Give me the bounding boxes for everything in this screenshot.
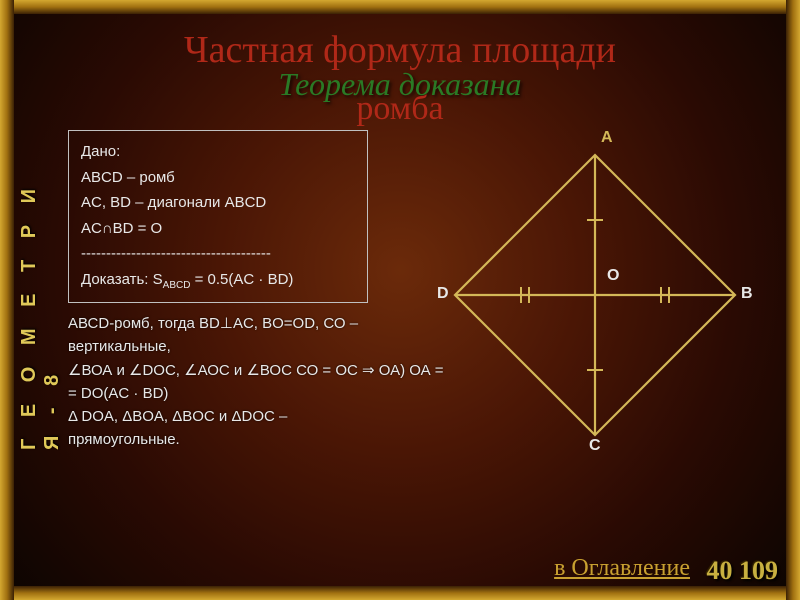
proof-line: ∠ВОА и ∠DОС, ∠АОС и ∠ВОС СО = ОС ⇒ ОА) О… (68, 359, 458, 382)
vertex-label-o: O (607, 267, 619, 285)
slide-subtitle-2: ромба (0, 90, 800, 128)
proof-text: АВСD-ромб, тогда BD⊥AC, BO=OD, СО – верт… (68, 312, 458, 452)
given-line: AC, BD – диагонали ABCD (81, 190, 355, 216)
vertex-label-d: D (437, 285, 449, 303)
proof-text: АВС (68, 315, 98, 332)
rhombus-diagram: A B C D O (435, 135, 755, 455)
given-text: = 0.5(AC · BD) (190, 271, 293, 288)
proof-line: прямоугольные. (68, 428, 458, 451)
given-line: -------------------------------------- (81, 241, 355, 267)
given-line: Дано: (81, 139, 355, 165)
page-number: 40 109 (707, 556, 779, 586)
given-subscript: ABCD (163, 280, 191, 291)
vertex-label-b: B (741, 285, 753, 303)
proof-text: D-ромб, тогда BD⊥AC, BO=OD, СО – вертика… (68, 315, 358, 355)
given-line: Доказать: SABCD = 0.5(AC · BD) (81, 267, 355, 294)
given-text: Доказать: S (81, 271, 163, 288)
proof-line: АВСD-ромб, тогда BD⊥AC, BO=OD, СО – верт… (68, 312, 458, 359)
given-line: ABCD – ромб (81, 165, 355, 191)
given-box: Дано: ABCD – ромб AC, BD – диагонали ABC… (68, 130, 368, 303)
sidebar-vertical-title: Г Е О М Е Т Р И Я - 8 (18, 150, 64, 450)
given-line: AC∩BD = O (81, 216, 355, 242)
proof-line: = DO(AC · BD) (68, 382, 458, 405)
proof-line: Δ DOA, ΔBOA, ΔBOC и ΔDOC – (68, 405, 458, 428)
vertex-label-a: A (601, 129, 613, 147)
rhombus-svg (435, 135, 755, 455)
frame-bottom (0, 586, 800, 600)
frame-top (0, 0, 800, 14)
vertex-label-c: C (589, 437, 601, 455)
toc-link[interactable]: в Оглавление (554, 555, 690, 582)
